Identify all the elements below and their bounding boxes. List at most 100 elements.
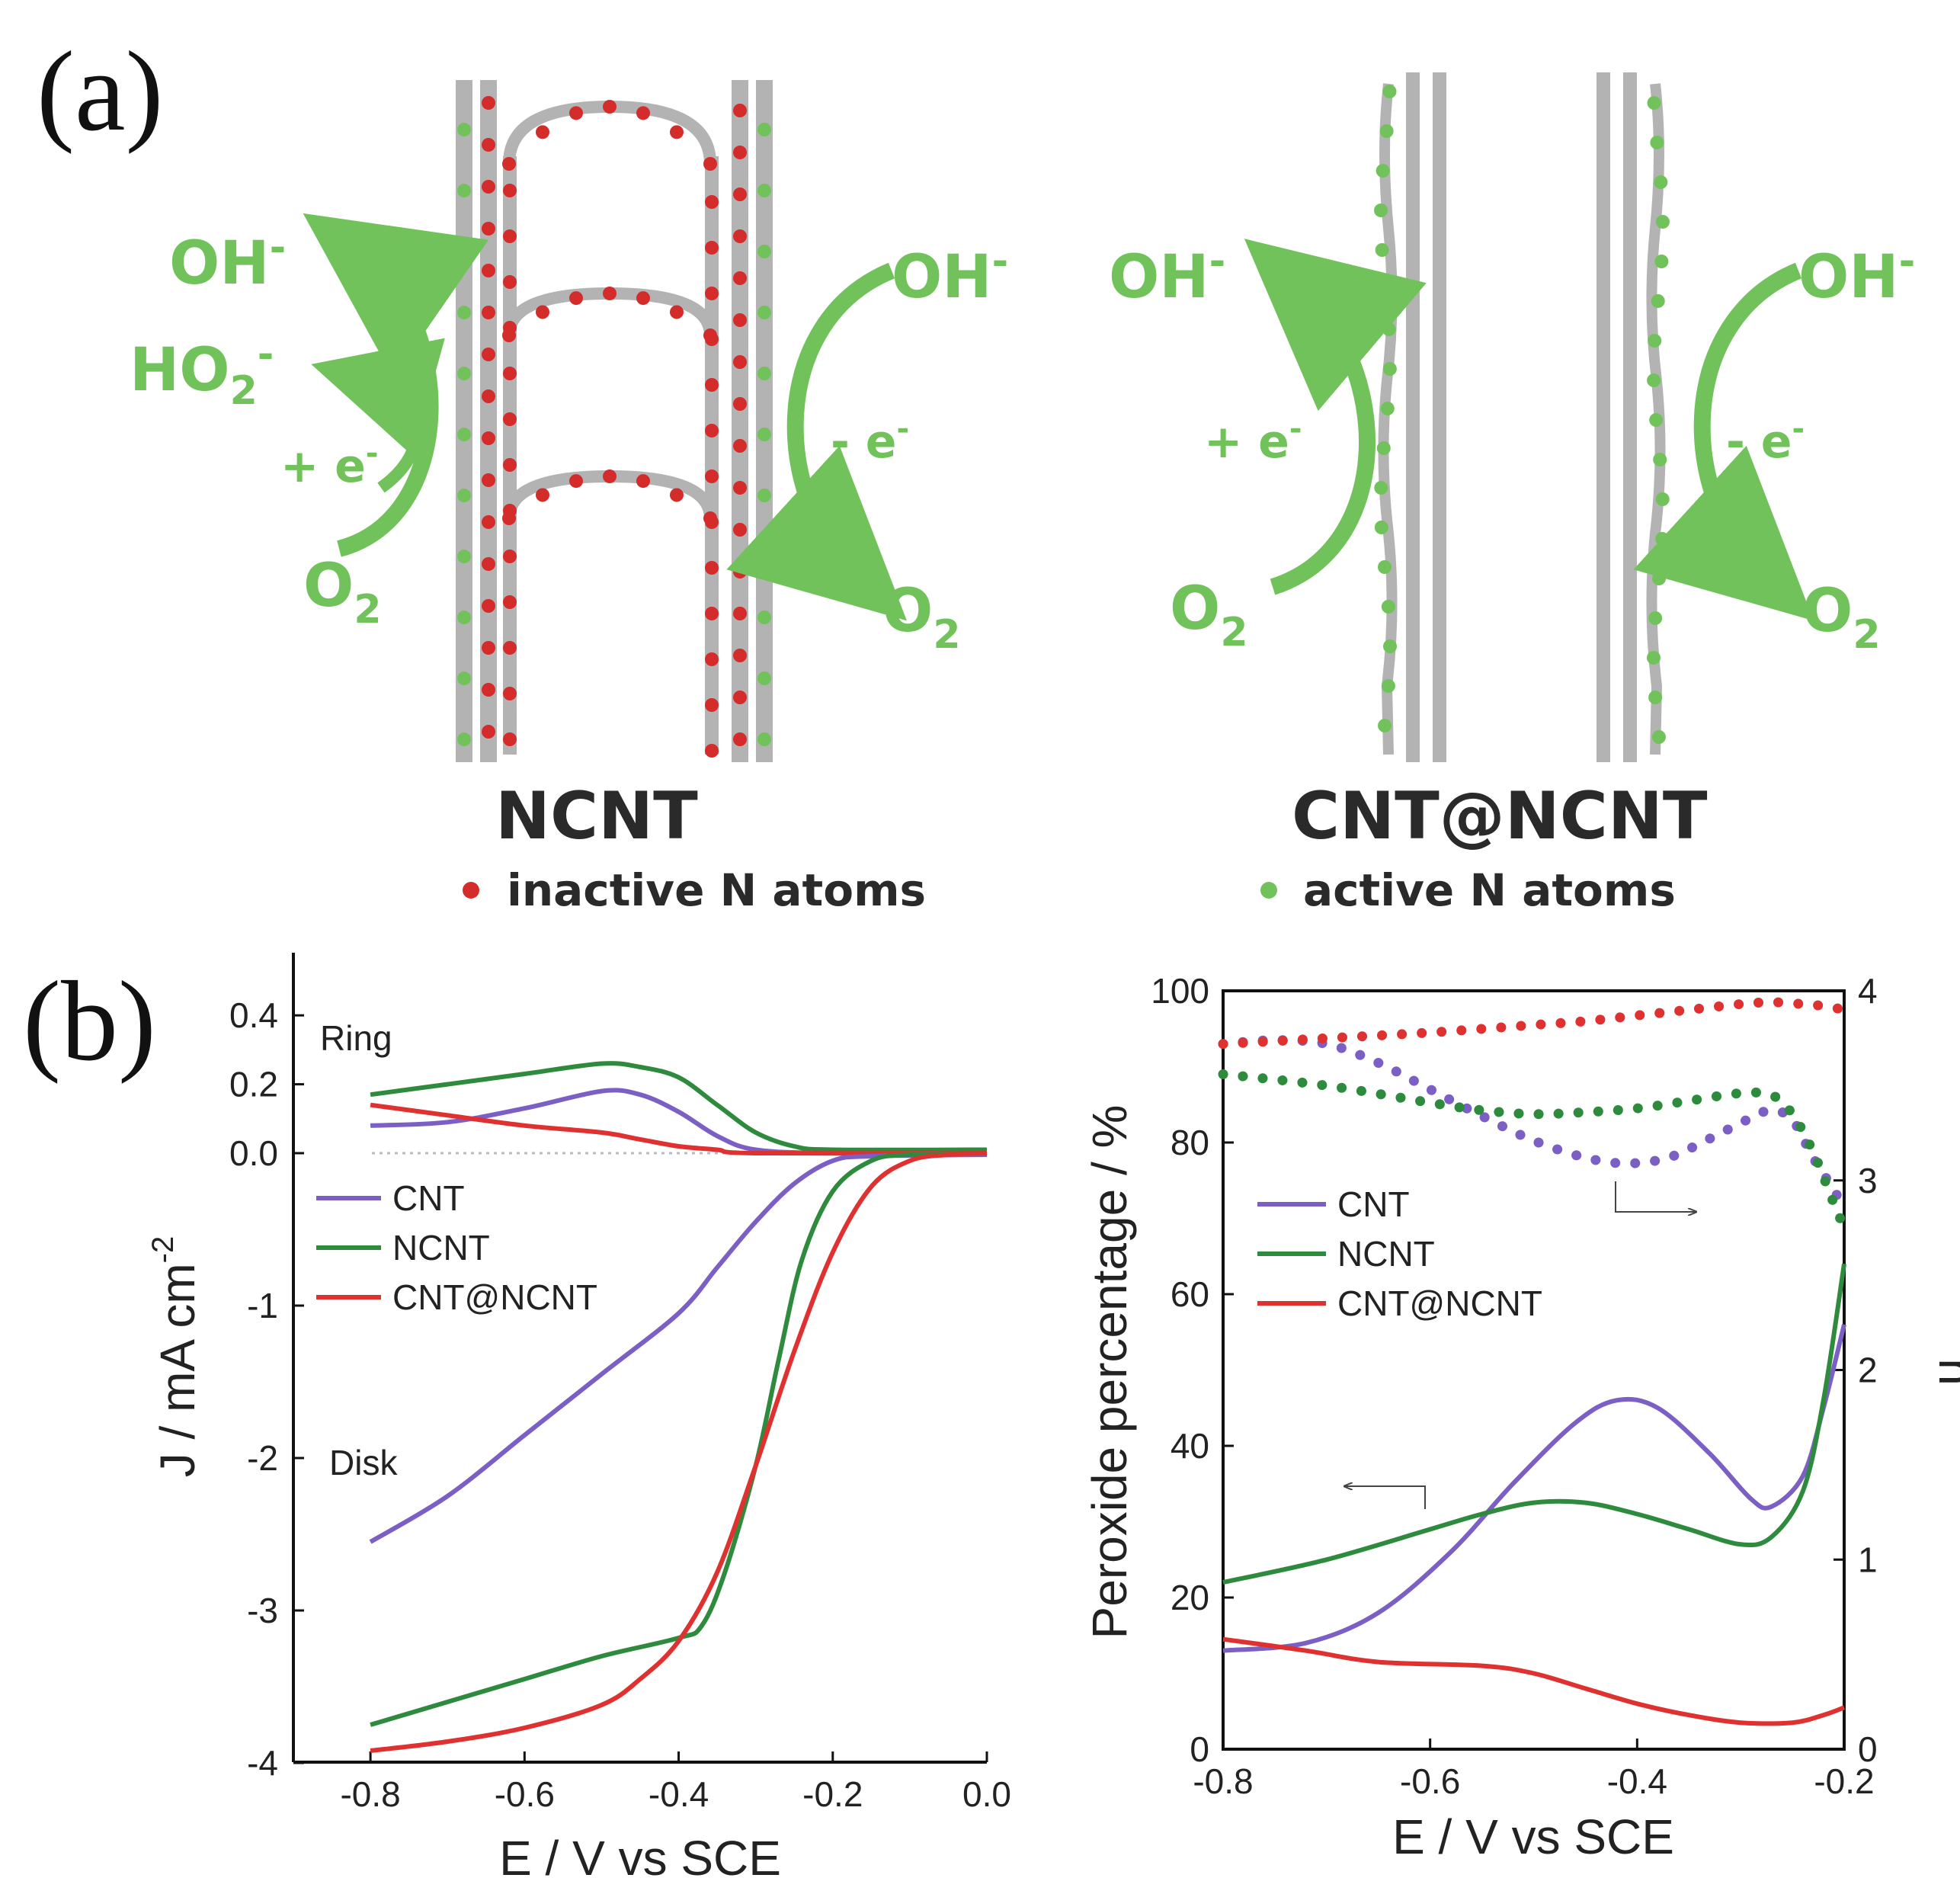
oer-arrow-right	[1633, 262, 1814, 621]
chart1-series-ring-cnt-ncnt	[370, 1102, 988, 1156]
ncnt-schematic	[456, 80, 773, 762]
inactive-n-atom	[482, 473, 495, 487]
inactive-n-atom	[502, 157, 516, 171]
inactive-n-atom	[503, 412, 517, 426]
inactive-n-atom	[705, 424, 719, 437]
inactive-n-atom	[733, 732, 747, 746]
inactive-n-atom	[705, 744, 719, 758]
active-n-atom	[1382, 322, 1396, 336]
chart2-y-tick-label-right: 0	[1858, 1729, 1878, 1769]
inactive-n-atom	[733, 439, 747, 453]
chart1-x-label: E / V vs SCE	[499, 1831, 781, 1886]
disk-annotation: Disk	[329, 1443, 398, 1482]
inactive-n-atom	[703, 511, 717, 525]
chart2-frame	[1222, 989, 1846, 1751]
orr-arrow-ho2	[311, 338, 445, 493]
inactive-n-atom	[705, 378, 719, 392]
inactive-n-atom	[705, 195, 719, 209]
inactive-n-atom	[705, 241, 719, 255]
inactive-n-atom	[705, 607, 719, 620]
inactive-n-atom	[733, 691, 747, 704]
inactive-n-atom	[503, 367, 517, 380]
inactive-n-atom	[502, 511, 516, 525]
inactive-n-atom	[482, 222, 495, 236]
inactive-n-legend-dot	[463, 882, 479, 899]
inactive-n-atom	[569, 106, 583, 120]
chart1-y-tick-label: -1	[247, 1286, 278, 1325]
chart2-y-tick-label: 80	[1171, 1123, 1209, 1162]
inactive-n-atom	[733, 523, 747, 537]
active-n-legend: active N atoms	[1303, 864, 1676, 916]
inactive-n-atom	[703, 157, 717, 171]
active-n-atom	[1382, 85, 1397, 98]
chart2-series-right-ncnt	[1218, 1069, 1850, 1233]
chart1-y-tick-label: 0.0	[229, 1133, 278, 1173]
inactive-n-atom	[733, 397, 747, 411]
chart1-series-ring-ncnt	[370, 1061, 988, 1152]
chart1-legend: CNT NCNT CNT@NCNT	[316, 1178, 597, 1317]
active-n-atom	[757, 245, 771, 258]
inactive-n-atom	[503, 458, 517, 472]
ncnt-wall	[456, 80, 472, 762]
chart1-ticks: -0.8 -0.6 -0.4 -0.2 0.0 0.4 0.2 0.0 -1 -2 -3 -4	[229, 995, 1011, 1814]
active-n-atom	[757, 184, 771, 197]
inactive-n-atom	[503, 595, 517, 609]
chart1-y-tick-label: 0.2	[229, 1065, 278, 1104]
label-minus-e-ncnt: - e-	[831, 412, 909, 469]
active-n-atom	[457, 245, 471, 258]
left-axis-indicator-arrow	[1345, 1486, 1426, 1509]
label-o2-left: O2	[303, 552, 382, 633]
chart2-series-right-cnt-ncnt	[1218, 997, 1850, 1050]
active-n-atom	[1648, 611, 1663, 625]
inactive-n-atom	[636, 291, 650, 306]
active-n-atom	[1655, 492, 1670, 506]
chart1-x-tick-label: -0.2	[802, 1774, 863, 1814]
active-n-atom	[1653, 453, 1667, 466]
inactive-n-atom	[733, 187, 747, 201]
chart1-series-disk-cnt-ncnt	[370, 1151, 988, 1753]
panel-label-b: (b)	[23, 958, 156, 1085]
active-n-atom	[1381, 679, 1395, 693]
active-n-atom	[1375, 243, 1389, 257]
active-n-atom	[1651, 294, 1665, 308]
chart2-x-label: E / V vs SCE	[1392, 1809, 1674, 1864]
inactive-n-atom	[733, 229, 747, 243]
inactive-n-atom	[482, 389, 495, 403]
inactive-n-atom	[482, 348, 495, 361]
chart2-series-right-cnt	[1218, 1035, 1850, 1214]
inactive-n-atom	[705, 469, 719, 483]
chart1-legend-cnt: CNT	[392, 1178, 465, 1218]
inactive-n-atom	[482, 96, 495, 110]
active-n-atom	[457, 123, 471, 136]
chart1-x-tick-label: -0.8	[340, 1774, 400, 1814]
inactive-n-atom	[536, 125, 549, 139]
inactive-n-atom	[482, 138, 495, 152]
chart1-x-tick-label: -0.4	[649, 1774, 709, 1814]
active-n-atom	[757, 123, 771, 136]
cnt-ncnt-title: CNT@NCNT	[1292, 778, 1708, 854]
inactive-n-atom	[670, 488, 684, 502]
chart1-legend-cnt-ncnt: CNT@NCNT	[392, 1277, 597, 1317]
chart1-x-tick-label: 0.0	[962, 1774, 1011, 1814]
active-n-atom	[457, 611, 471, 624]
cnt-wall	[1433, 72, 1446, 762]
active-n-atom	[1648, 334, 1662, 348]
chart2-y-tick-label-right: 1	[1858, 1540, 1878, 1579]
label-oh-left: OH-	[169, 225, 286, 298]
chart1-y-label: J / mA cm-2	[146, 1236, 205, 1477]
oer-arrow-left	[726, 262, 907, 621]
inactive-n-atom	[482, 515, 495, 529]
active-n-legend-dot	[1260, 882, 1277, 899]
active-n-atom	[1650, 136, 1664, 149]
active-n-atom	[1648, 691, 1663, 704]
label-minus-e-cnt: - e-	[1726, 412, 1805, 469]
active-n-atom	[757, 550, 771, 563]
chart2-y-tick-label: 100	[1151, 971, 1209, 1011]
active-n-atom	[1647, 651, 1661, 665]
active-n-atom	[757, 611, 771, 624]
chart2-y-label: Peroxide percentage / %	[1082, 1105, 1137, 1639]
orr-arrow-oh	[303, 213, 489, 557]
chart2-legend-cnt: CNT	[1337, 1184, 1410, 1224]
